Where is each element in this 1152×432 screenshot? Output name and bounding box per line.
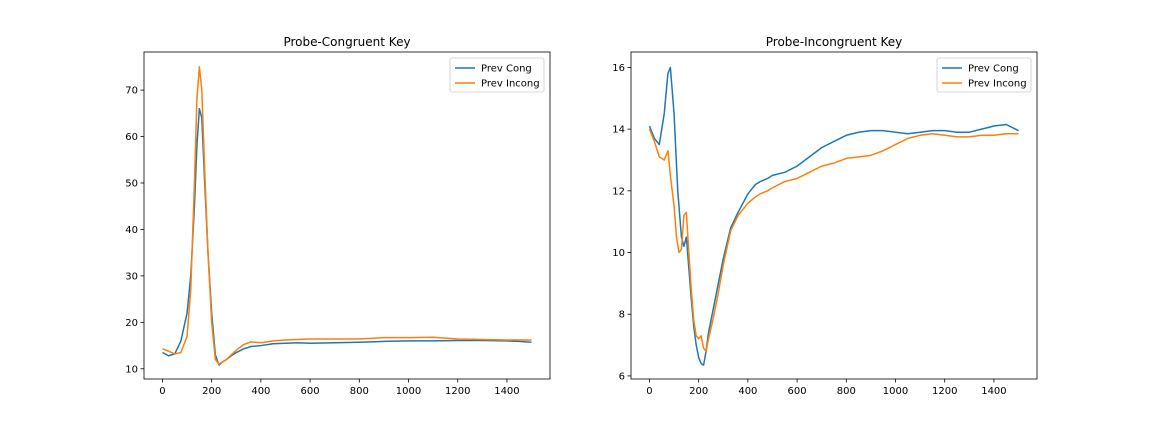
y-tick-label: 70 — [125, 86, 138, 97]
series-line-prev-incong — [162, 66, 532, 365]
y-tick-label: 50 — [125, 178, 138, 189]
y-tick-label: 8 — [619, 310, 625, 321]
x-tick-label: 600 — [301, 386, 320, 397]
y-tick-label: 30 — [125, 271, 138, 282]
legend: Prev Cong Prev Incong — [449, 57, 545, 93]
x-tick-label: 0 — [646, 386, 652, 397]
x-tick-label: 1400 — [494, 386, 519, 397]
x-tick-label: 1200 — [445, 386, 470, 397]
chart-panel-1: 0 200 400 600 800 1000 1200 1400 10 20 30 40 50 60 70 P… — [125, 35, 551, 397]
x-tick-label: 0 — [159, 386, 165, 397]
legend-label: Prev Incong — [968, 79, 1027, 90]
x-tick-label: 200 — [689, 386, 708, 397]
chart-title: Probe-Incongruent Key — [766, 35, 902, 49]
y-tick-label: 40 — [125, 225, 138, 236]
legend-label: Prev Incong — [481, 79, 540, 90]
y-tick-label: 14 — [612, 125, 625, 136]
y-tick-label: 12 — [612, 186, 625, 197]
series-group — [648, 66, 1019, 366]
x-tick-label: 400 — [738, 386, 757, 397]
series-line-prev-cong — [162, 107, 532, 366]
x-tick-label: 800 — [350, 386, 369, 397]
legend-label: Prev Cong — [481, 64, 532, 75]
x-tick-label: 800 — [837, 386, 856, 397]
series-line-prev-incong — [648, 128, 1019, 352]
chart-panel-2: 0 200 400 600 800 1000 1200 1400 6 8 10 12 14 16 Probe… — [612, 35, 1038, 397]
chart-title: Probe-Congruent Key — [283, 35, 410, 49]
x-tick-label: 1000 — [883, 386, 908, 397]
x-tick-label: 1400 — [981, 386, 1006, 397]
x-tick-label: 1000 — [396, 386, 421, 397]
axes-frame — [630, 51, 1038, 380]
x-tick-label: 200 — [202, 386, 221, 397]
legend-label: Prev Cong — [968, 64, 1019, 75]
y-tick-label: 6 — [619, 371, 625, 382]
axes-frame — [143, 51, 551, 380]
x-tick-label: 1200 — [932, 386, 957, 397]
x-tick-label: 400 — [251, 386, 270, 397]
x-tick-label: 600 — [788, 386, 807, 397]
y-tick-label: 60 — [125, 132, 138, 143]
y-tick-label: 10 — [612, 248, 625, 259]
legend: Prev Cong Prev Incong — [936, 57, 1032, 93]
y-tick-label: 20 — [125, 318, 138, 329]
y-tick-label: 10 — [125, 364, 138, 375]
series-group — [162, 66, 532, 366]
y-tick-label: 16 — [612, 63, 625, 74]
series-line-prev-cong — [648, 66, 1019, 366]
